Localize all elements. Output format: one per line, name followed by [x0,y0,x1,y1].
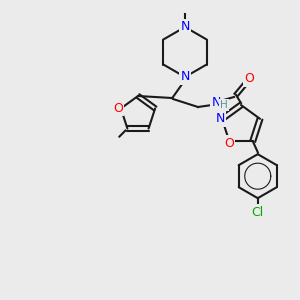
Text: H: H [220,100,228,110]
Text: N: N [180,20,190,34]
Text: N: N [211,97,221,110]
Text: N: N [180,70,190,83]
Text: O: O [244,73,254,85]
Text: Cl: Cl [252,206,264,219]
Text: N: N [215,112,225,125]
Text: O: O [113,102,123,115]
Text: O: O [224,137,234,150]
